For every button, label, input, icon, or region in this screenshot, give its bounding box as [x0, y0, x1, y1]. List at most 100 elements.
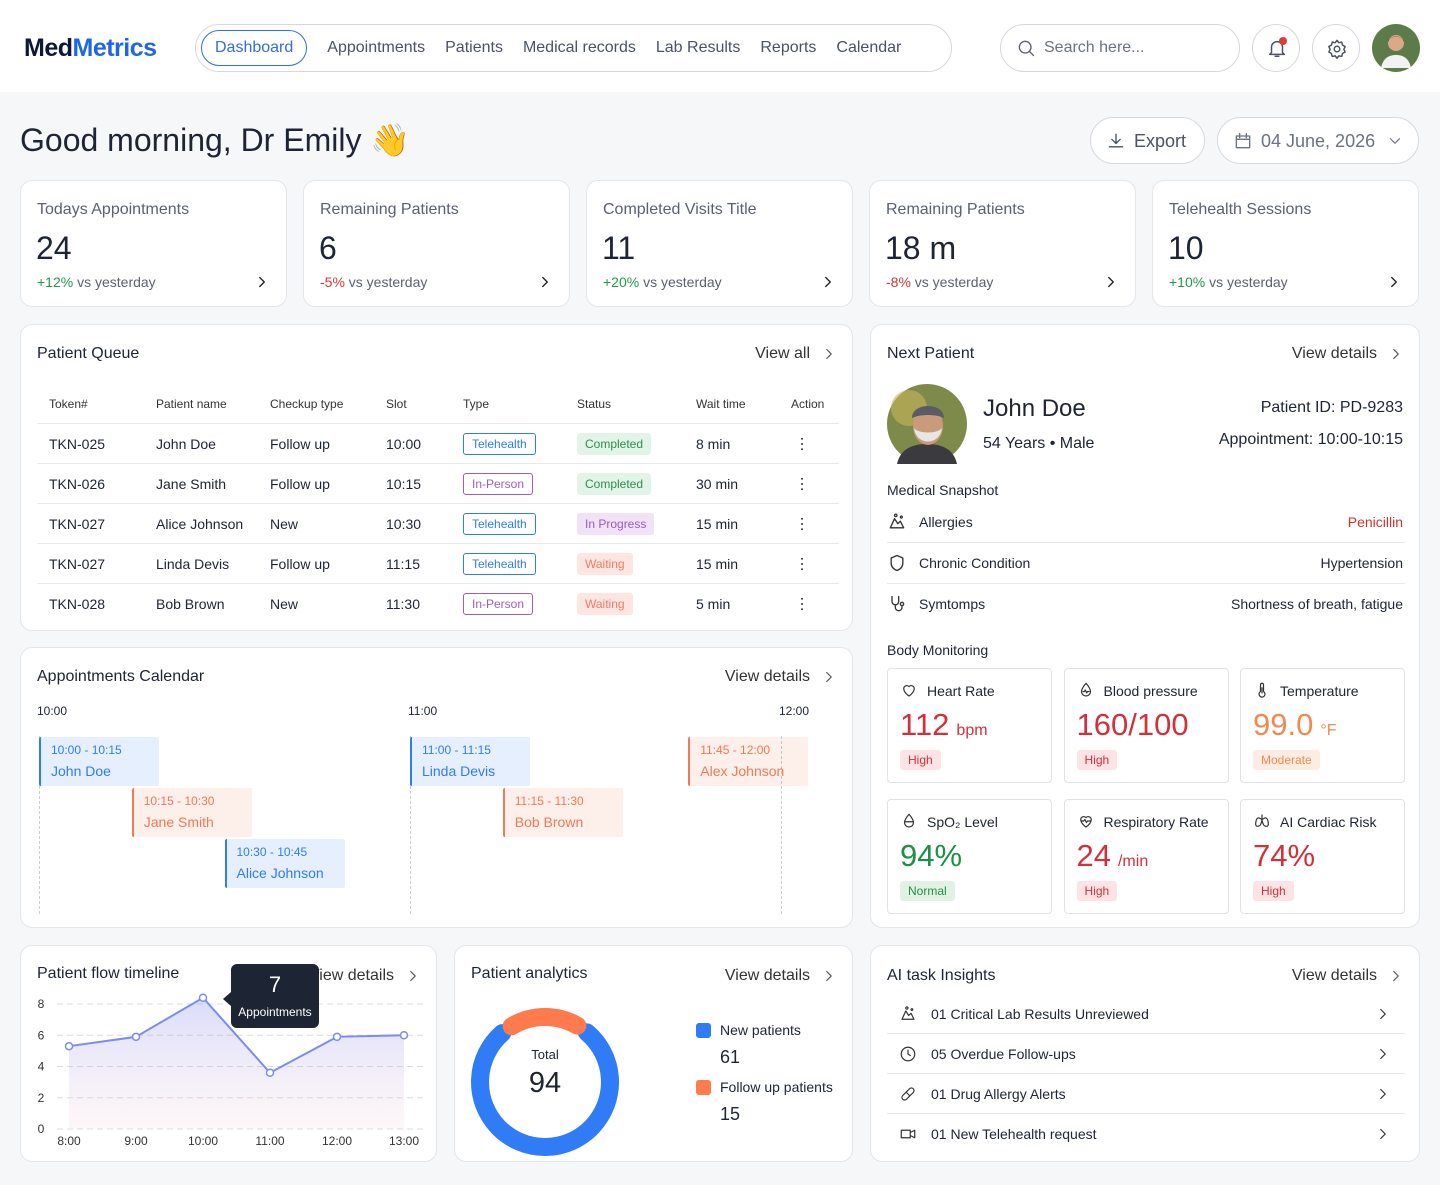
icon[interactable] [1387, 967, 1405, 985]
view-link[interactable]: View details [724, 967, 810, 984]
stat-value: 6 [319, 230, 337, 266]
icon [891, 595, 905, 612]
x-tick-label: 11:00 [255, 1134, 284, 1148]
search-box[interactable]: Search here... [1000, 24, 1240, 72]
vital-label: Temperature [1280, 683, 1359, 699]
icon[interactable] [793, 435, 811, 453]
slot: 10:15 [386, 476, 422, 492]
section-title: Medical Snapshot [887, 482, 999, 498]
patient-queue: Patient Queue View all Token# Patient name C… [20, 324, 853, 631]
insight-row[interactable]: 01 New Telehealth request [887, 1114, 1405, 1154]
calendar-event[interactable]: 11:00 - 11:15 Linda Devis [410, 737, 530, 786]
nav-link[interactable]: Medical records [522, 39, 636, 56]
settings-button[interactable] [1312, 24, 1360, 72]
type-badge: Telehealth [463, 553, 536, 575]
legend-label: Follow up patients [720, 1079, 833, 1095]
column-header: Checkup type [270, 397, 344, 411]
event-time: 11:45 - 12:00 [700, 743, 771, 757]
stat-change-row: +20% vs yesterday [603, 273, 722, 291]
icon[interactable] [793, 515, 811, 533]
wait-time: 15 min [696, 516, 739, 532]
view-link[interactable]: View all [755, 345, 810, 362]
y-tick-label: 8 [38, 997, 45, 1011]
icon-path [1389, 138, 1401, 144]
icon-path [1391, 276, 1397, 288]
column-header: Status [577, 397, 612, 411]
icon [1080, 682, 1091, 697]
icon[interactable] [820, 345, 838, 363]
stat-card[interactable]: Todays Appointments 24 +12% vs yesterday [20, 180, 287, 307]
icon[interactable] [820, 967, 838, 985]
icon-path [825, 276, 831, 288]
user-avatar[interactable] [1372, 24, 1420, 72]
icon[interactable] [404, 967, 422, 985]
view-link[interactable]: View details [1291, 967, 1377, 984]
vital-label: Blood pressure [1103, 683, 1198, 699]
stat-change: +20% [603, 274, 640, 290]
nav-link[interactable]: Appointments [327, 39, 426, 56]
icon-path [410, 970, 416, 982]
donut-total: 94 [528, 1067, 562, 1099]
insight-row[interactable]: 01 Drug Allergy Alerts [887, 1074, 1405, 1114]
notification-button[interactable] [1252, 24, 1300, 72]
nav-link[interactable]: Reports [760, 39, 817, 56]
avatar-body [1381, 55, 1411, 68]
checkup-type: Follow up [270, 436, 330, 452]
nav-link[interactable]: Calendar [836, 39, 902, 56]
stat-card[interactable]: Remaining Patients 6 -5% vs yesterday [303, 180, 570, 307]
view-link[interactable]: View details [1291, 345, 1377, 362]
slot: 10:30 [386, 516, 422, 532]
icon-path [1080, 682, 1091, 697]
stat-change: +10% [1169, 274, 1206, 290]
patient-name: Bob Brown [156, 596, 225, 612]
nav-link[interactable]: Patients [445, 39, 503, 56]
stat-card[interactable]: Telehealth Sessions 10 +10% vs yesterday [1152, 180, 1419, 307]
icon [903, 813, 915, 828]
donut-center-label: Total [531, 1047, 559, 1062]
calendar-event[interactable]: 11:45 - 12:00 Alex Johnson [688, 737, 809, 786]
calendar-event[interactable]: 10:15 - 10:30 Jane Smith [131, 788, 252, 837]
date-picker[interactable]: 04 June, 2026 [1217, 117, 1419, 164]
insight-row[interactable]: 05 Overdue Follow-ups [887, 1034, 1405, 1074]
token: TKN-027 [49, 516, 106, 532]
insight-text: 01 Drug Allergy Alerts [931, 1086, 1066, 1102]
icon-path [1108, 133, 1124, 148]
icon[interactable] [820, 668, 838, 686]
photo-body [897, 444, 957, 464]
nav-link[interactable]: Dashboard [201, 30, 308, 66]
calendar-event[interactable]: 10:00 - 10:15 John Doe [39, 737, 159, 786]
ai-insights: AI task Insights View details 01 Critical … [870, 945, 1420, 1162]
patient-flow: 0 2 4 6 8 8:00 9:00 10:00 11:00 12:00 13:00 Patient… [20, 945, 437, 1162]
line [68, 996, 405, 1075]
icon-path [1380, 1088, 1386, 1100]
view-link[interactable]: View details [724, 668, 810, 685]
hour-line [39, 736, 40, 914]
vital-status: High [1253, 881, 1294, 901]
calendar-event[interactable]: 10:30 - 10:45 Alice Johnson [224, 839, 345, 888]
stat-change-row: -5% vs yesterday [320, 273, 427, 291]
icon[interactable] [1387, 345, 1405, 363]
calendar-event[interactable]: 11:15 - 11:30 Bob Brown [502, 788, 623, 837]
nav-link[interactable]: Lab Results [655, 39, 741, 56]
token: TKN-027 [49, 556, 106, 572]
vital-value: 112 [900, 707, 950, 742]
event-patient: Jane Smith [143, 814, 214, 830]
icon[interactable] [793, 475, 811, 493]
export-button[interactable]: Export [1090, 117, 1205, 164]
stat-card[interactable]: Completed Visits Title 11 +20% vs yesterda… [586, 180, 853, 307]
column-header: Patient name [156, 397, 227, 411]
view-link[interactable]: View details [308, 967, 394, 984]
icon [901, 1006, 915, 1020]
snapshot-value: Shortness of breath, fatigue [1231, 596, 1403, 612]
icon-path [1380, 1048, 1386, 1060]
card-title: Patient flow timeline [37, 965, 180, 982]
insight-row[interactable]: 01 Critical Lab Results Unreviewed [887, 994, 1405, 1034]
stat-card[interactable]: Remaining Patients 18 m -8% vs yesterday [869, 180, 1136, 307]
icon[interactable] [793, 555, 811, 573]
checkup-type: New [270, 516, 299, 532]
icon[interactable] [793, 595, 811, 613]
insight-divider [887, 1073, 1405, 1074]
card-title: Patient analytics [471, 965, 588, 982]
patient-name: Jane Smith [156, 476, 227, 492]
point [131, 1032, 141, 1042]
